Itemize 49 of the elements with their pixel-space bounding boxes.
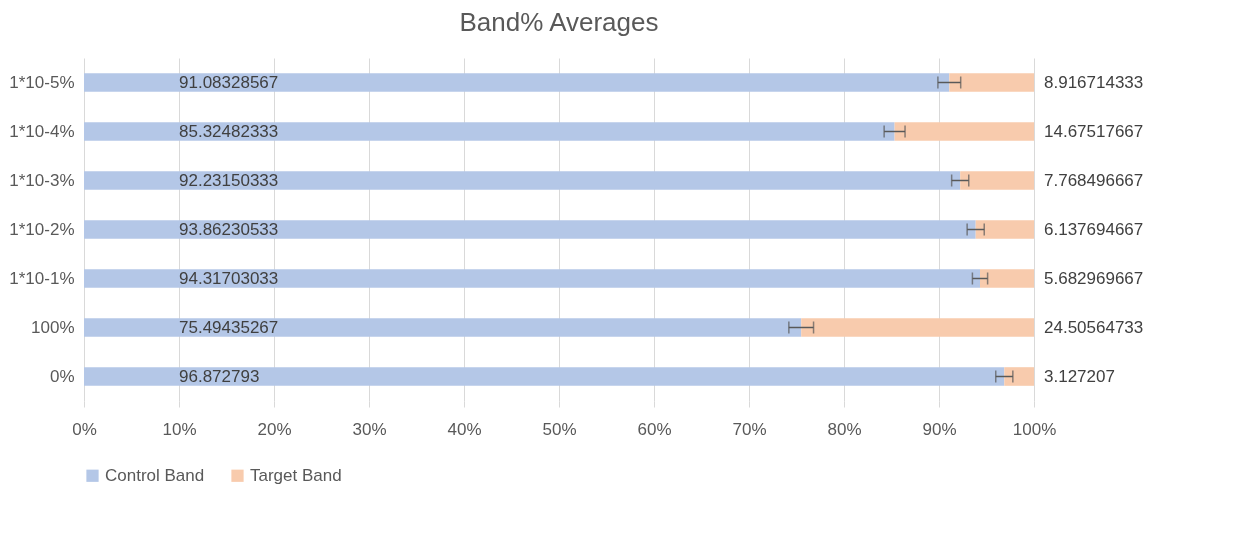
bar <box>84 367 1005 386</box>
bar <box>801 318 1034 337</box>
data-label: 75.49435267 <box>179 317 279 337</box>
x-tick-label: 50% <box>542 419 577 439</box>
bar <box>894 122 1034 141</box>
chart-title: Band% Averages <box>459 7 659 37</box>
x-tick-label: 30% <box>352 419 387 439</box>
bar <box>980 269 1034 288</box>
y-tick-label: 0% <box>49 366 75 386</box>
x-tick-label: 10% <box>162 419 197 439</box>
bar <box>949 73 1034 92</box>
data-label: 92.23150333 <box>179 170 279 190</box>
data-label: 5.682969667 <box>1044 268 1144 288</box>
x-tick-label: 20% <box>257 419 292 439</box>
x-tick-label: 80% <box>827 419 862 439</box>
x-tick-label: 100% <box>1012 419 1057 439</box>
bar <box>84 220 976 239</box>
bar <box>84 171 961 190</box>
x-tick-label: 0% <box>72 419 97 439</box>
bar <box>1004 367 1034 386</box>
bar <box>84 122 895 141</box>
data-label: 91.08328567 <box>179 72 279 92</box>
legend-label: Control Band <box>105 465 205 485</box>
bar <box>84 73 950 92</box>
y-tick-label: 1*10-1% <box>9 268 75 288</box>
y-tick-label: 100% <box>31 317 75 337</box>
data-label: 93.86230533 <box>179 219 279 239</box>
data-label: 94.31703033 <box>179 268 279 288</box>
data-label: 6.137694667 <box>1044 219 1144 239</box>
bar <box>960 171 1034 190</box>
bar <box>975 220 1034 239</box>
data-label: 7.768496667 <box>1044 170 1144 190</box>
x-tick-label: 70% <box>732 419 767 439</box>
data-label: 96.872793 <box>179 366 260 386</box>
bar <box>84 269 981 288</box>
legend-label: Target Band <box>250 465 342 485</box>
data-label: 24.50564733 <box>1044 317 1144 337</box>
x-tick-label: 40% <box>447 419 482 439</box>
data-label: 3.127207 <box>1044 366 1115 386</box>
bar <box>84 318 802 337</box>
x-tick-label: 90% <box>922 419 957 439</box>
y-tick-label: 1*10-4% <box>9 121 75 141</box>
x-tick-label: 60% <box>637 419 672 439</box>
data-label: 8.916714333 <box>1044 72 1144 92</box>
y-tick-label: 1*10-3% <box>9 170 75 190</box>
y-tick-label: 1*10-5% <box>9 72 75 92</box>
data-label: 85.32482333 <box>179 121 279 141</box>
y-tick-label: 1*10-2% <box>9 219 75 239</box>
data-label: 14.67517667 <box>1044 121 1144 141</box>
